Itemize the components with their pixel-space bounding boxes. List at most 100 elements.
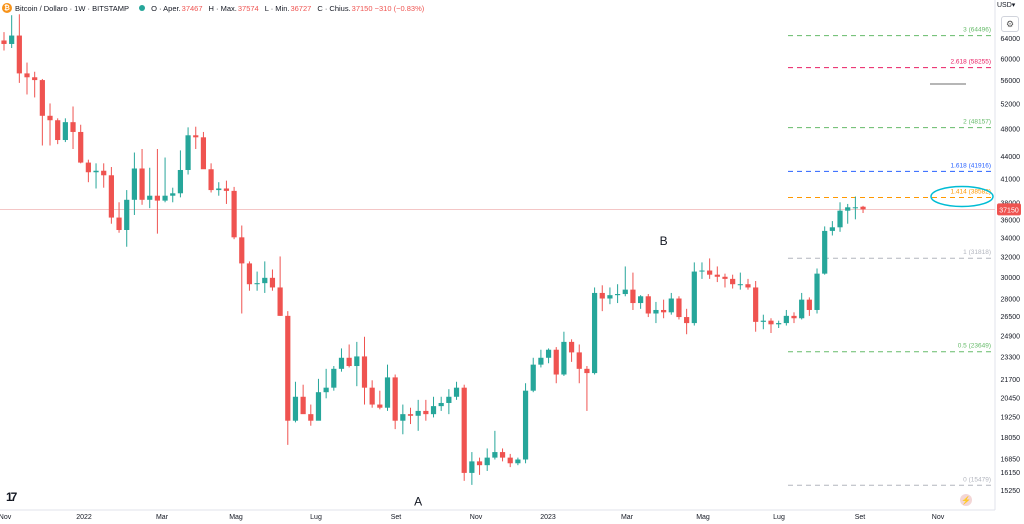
- candle-body: [615, 294, 621, 296]
- candle-body: [47, 115, 53, 121]
- candle-body: [369, 387, 375, 405]
- candle-body: [446, 396, 452, 403]
- candle-body: [331, 368, 337, 388]
- candle-body: [653, 309, 659, 314]
- candle-body: [768, 320, 774, 325]
- candle-body: [476, 461, 483, 466]
- candle-body: [423, 410, 429, 415]
- candle-body: [407, 414, 414, 416]
- fib-level-label: 3 (64496): [963, 27, 991, 34]
- candle-body: [469, 461, 475, 473]
- candle-body: [852, 207, 858, 209]
- price-tick-label: 56000: [1001, 78, 1021, 85]
- candle-body: [78, 131, 84, 163]
- candle-body: [400, 414, 406, 421]
- candle-body: [822, 230, 828, 274]
- candle-body: [9, 35, 15, 44]
- candle-body: [691, 271, 697, 324]
- candle-body: [591, 292, 598, 374]
- candle-body: [70, 122, 76, 132]
- candle-body: [638, 296, 644, 304]
- candle-body: [584, 368, 590, 374]
- price-tick-label: 52000: [1001, 101, 1021, 108]
- time-tick-label: 2023: [540, 514, 556, 521]
- candle-body: [162, 195, 168, 201]
- candle-body: [147, 195, 153, 200]
- price-tick-label: 16850: [1001, 457, 1021, 464]
- candle-body: [346, 357, 352, 367]
- candle-body: [661, 309, 667, 313]
- candle-body: [262, 277, 268, 284]
- time-tick-label: Mar: [156, 514, 169, 521]
- candle-body: [837, 210, 843, 228]
- candle-body: [254, 283, 260, 285]
- candle-body: [515, 459, 521, 464]
- candle-body: [607, 295, 613, 299]
- candle-body: [24, 73, 30, 78]
- candle-body: [722, 276, 728, 279]
- chart-legend: ₿ Bitcoin / Dollaro · 1W · BITSTAMP O · …: [2, 1, 430, 15]
- candle-body: [185, 135, 191, 170]
- price-tick-label: 34000: [1001, 235, 1021, 242]
- symbol-title[interactable]: Bitcoin / Dollaro · 1W · BITSTAMP: [15, 3, 130, 13]
- chevron-down-icon: ▾: [1011, 2, 1016, 9]
- candle-body: [116, 217, 122, 231]
- candle-body: [108, 175, 114, 218]
- price-tick-label: 44000: [1001, 154, 1021, 161]
- candle-body: [492, 452, 498, 458]
- candle-body: [730, 278, 736, 285]
- candle-body: [453, 387, 460, 397]
- open-label: O · Aper.: [151, 3, 181, 13]
- candle-body: [737, 284, 743, 286]
- candle-body: [530, 364, 536, 391]
- candle-body: [630, 289, 636, 304]
- candle-body: [753, 287, 759, 322]
- time-tick-label: 2022: [76, 514, 92, 521]
- time-tick-label: Nov: [0, 514, 12, 521]
- candle-body: [361, 356, 368, 388]
- candle-body: [568, 341, 575, 353]
- candle-body: [338, 357, 345, 369]
- close-value: 37150 −310 (−0.83%): [351, 3, 425, 13]
- candle-body: [806, 299, 812, 310]
- fib-level-label: 0 (15479): [963, 476, 991, 483]
- time-tick-label: Set: [391, 514, 402, 521]
- candle-body: [239, 237, 245, 264]
- candle-body: [85, 162, 91, 173]
- candle-body: [323, 387, 329, 393]
- last-price-badge: [997, 203, 1021, 216]
- candle-body: [760, 320, 766, 322]
- candle-body: [545, 349, 552, 358]
- candle-body: [223, 188, 230, 191]
- status-dot-icon: [139, 5, 146, 11]
- currency-selector[interactable]: USD ▾: [997, 1, 1016, 10]
- candle-body: [622, 289, 628, 295]
- low-value: 36727: [290, 3, 312, 13]
- candle-body: [707, 270, 713, 275]
- price-tick-label: 36000: [1001, 217, 1021, 224]
- gear-icon[interactable]: ⚙: [1001, 16, 1019, 32]
- fib-level-label: 1.618 (41916): [951, 162, 991, 169]
- high-label: H · Max.: [208, 3, 237, 13]
- candle-body: [101, 170, 107, 176]
- candle-body: [561, 341, 567, 375]
- candle-body: [845, 207, 851, 211]
- candle-body: [745, 284, 751, 288]
- candle-body: [139, 168, 145, 200]
- time-tick-label: Lug: [310, 514, 322, 521]
- candle-body: [645, 296, 651, 314]
- candle-body: [300, 396, 306, 415]
- price-tick-label: 26500: [1001, 314, 1021, 321]
- candle-body: [799, 299, 805, 319]
- candle-body: [246, 263, 253, 285]
- candle-body: [699, 270, 705, 272]
- candle-body: [193, 135, 199, 138]
- candle-body: [16, 35, 22, 74]
- candle-body: [154, 195, 160, 201]
- open-value: 37467: [181, 3, 203, 13]
- candle-body: [776, 323, 782, 325]
- lightning-icon[interactable]: ⚡: [960, 494, 972, 506]
- price-tick-label: 23300: [1001, 354, 1021, 361]
- candle-body: [829, 227, 835, 231]
